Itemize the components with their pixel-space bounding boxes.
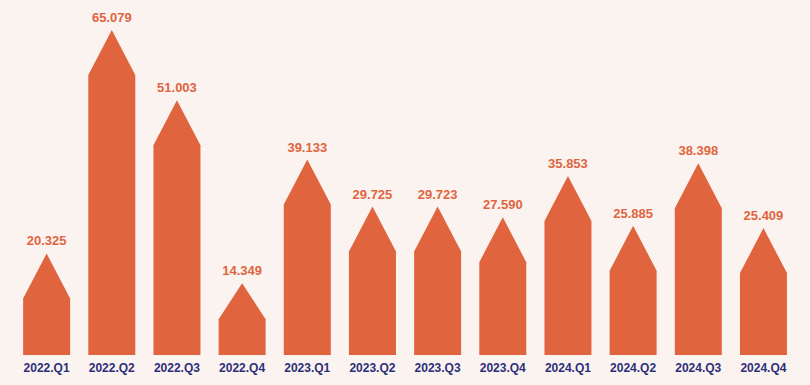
svg-text:2023.Q1: 2023.Q1	[284, 361, 330, 375]
svg-text:25.409: 25.409	[744, 208, 784, 223]
svg-text:2023.Q2: 2023.Q2	[349, 361, 395, 375]
svg-text:39.133: 39.133	[287, 140, 327, 155]
svg-text:2024.Q4: 2024.Q4	[740, 361, 786, 375]
svg-text:38.398: 38.398	[678, 143, 718, 158]
svg-text:29.723: 29.723	[418, 187, 458, 202]
svg-text:2024.Q2: 2024.Q2	[610, 361, 656, 375]
svg-text:35.853: 35.853	[548, 156, 588, 171]
svg-text:2024.Q1: 2024.Q1	[545, 361, 591, 375]
svg-text:14.349: 14.349	[222, 263, 262, 278]
svg-text:2023.Q4: 2023.Q4	[480, 361, 526, 375]
svg-text:29.725: 29.725	[353, 187, 393, 202]
svg-text:25.885: 25.885	[613, 206, 653, 221]
svg-text:2024.Q3: 2024.Q3	[675, 361, 721, 375]
svg-text:2022.Q2: 2022.Q2	[89, 361, 135, 375]
svg-text:20.325: 20.325	[27, 233, 67, 248]
svg-text:2023.Q3: 2023.Q3	[415, 361, 461, 375]
svg-text:65.079: 65.079	[92, 10, 132, 25]
svg-text:51.003: 51.003	[157, 80, 197, 95]
svg-text:2022.Q1: 2022.Q1	[24, 361, 70, 375]
svg-text:2022.Q4: 2022.Q4	[219, 361, 265, 375]
svg-text:27.590: 27.590	[483, 197, 523, 212]
svg-text:2022.Q3: 2022.Q3	[154, 361, 200, 375]
